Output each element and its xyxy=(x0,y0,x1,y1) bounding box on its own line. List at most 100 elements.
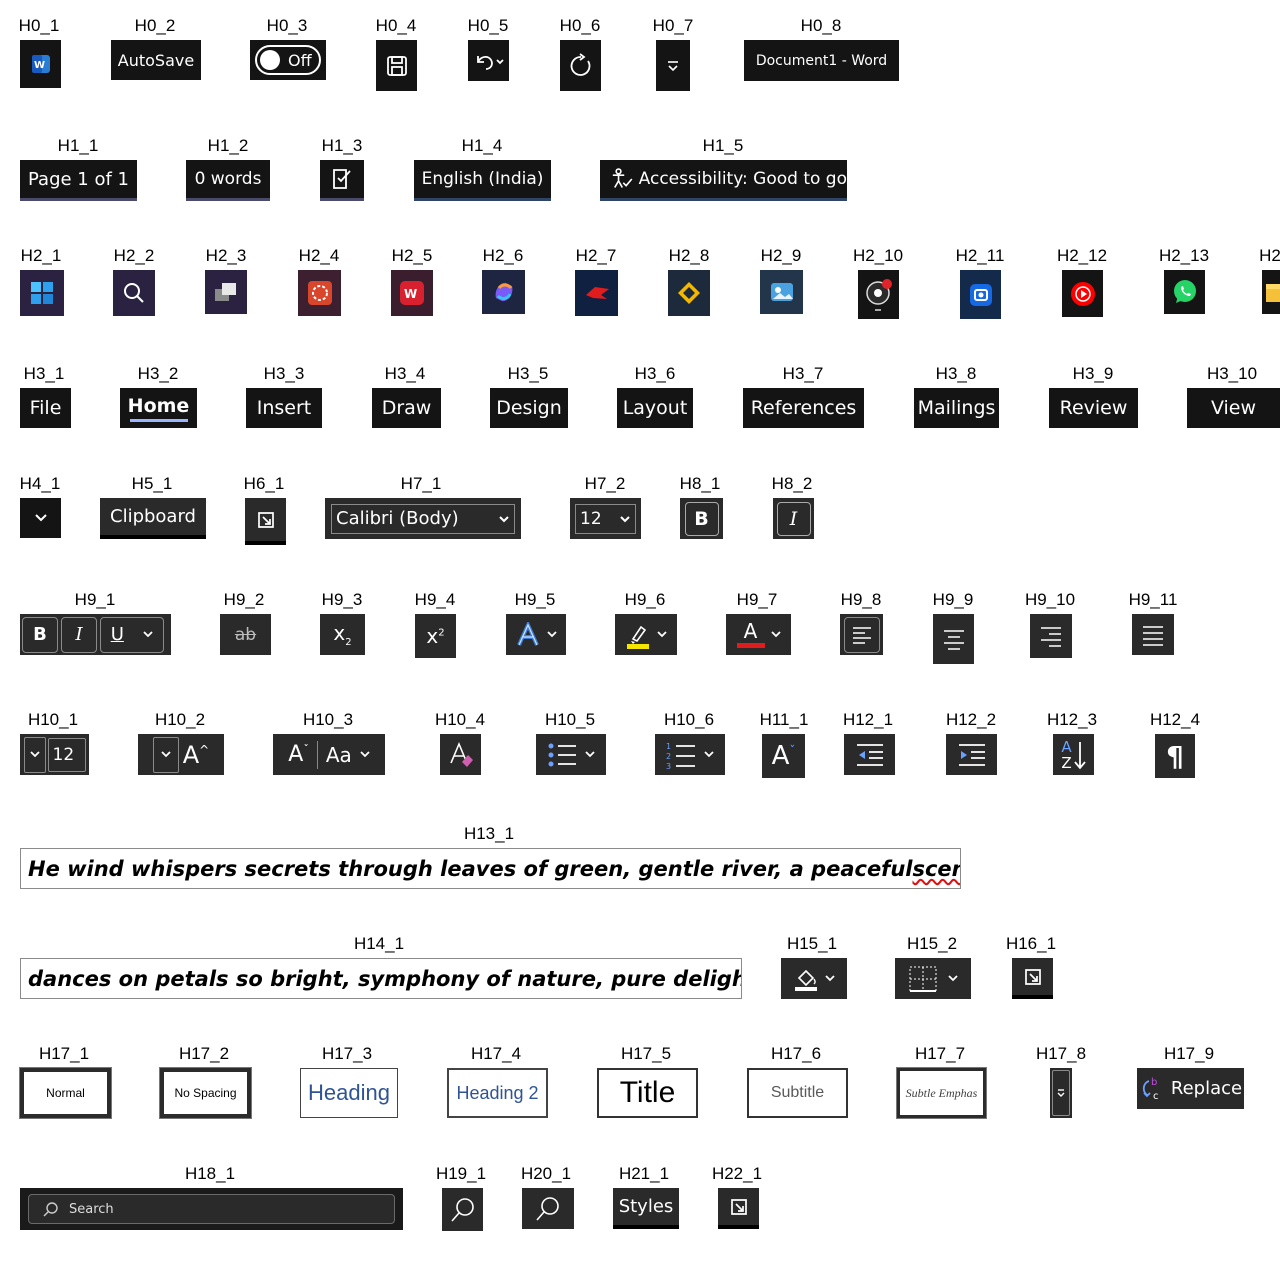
styles-launcher-button[interactable] xyxy=(718,1188,759,1229)
style-subtitle[interactable]: Subtitle xyxy=(747,1068,848,1118)
tab-review[interactable]: Review xyxy=(1049,388,1138,428)
redo-icon[interactable] xyxy=(560,40,601,91)
youtube-music-icon[interactable] xyxy=(1062,270,1103,317)
search-box[interactable]: Search xyxy=(20,1188,403,1230)
caption: H2_7 xyxy=(575,246,617,265)
collapse-ribbon-button[interactable] xyxy=(20,498,61,538)
task-view-icon[interactable] xyxy=(205,270,247,314)
sort-button[interactable]: A Z xyxy=(1053,734,1094,775)
clear-formatting-button[interactable] xyxy=(440,734,481,775)
photos-icon[interactable] xyxy=(760,270,803,314)
page-count[interactable]: Page 1 of 1 xyxy=(20,160,137,201)
styles-more-button[interactable] xyxy=(1050,1068,1072,1118)
decrease-indent-button[interactable] xyxy=(844,734,895,775)
grow-font-group[interactable]: A^ xyxy=(138,734,224,775)
shrink-font-button[interactable]: Aˇ xyxy=(762,734,805,778)
office-icon[interactable]: W xyxy=(391,270,433,316)
windows-start-icon[interactable] xyxy=(20,270,64,316)
undo-icon[interactable] xyxy=(468,40,509,81)
caption: H12_1 xyxy=(842,710,894,729)
strikethrough-button[interactable]: ab xyxy=(220,614,271,655)
app-diamond-icon[interactable] xyxy=(668,270,710,316)
game-icon[interactable] xyxy=(575,270,618,316)
caption: H1_1 xyxy=(57,136,99,155)
show-formatting-button[interactable]: ¶ xyxy=(1155,734,1195,778)
misspelled-word[interactable]: scene.unlight xyxy=(912,856,960,881)
style-no-spacing[interactable]: No Spacing xyxy=(159,1067,252,1119)
clipboard-launcher-button[interactable] xyxy=(245,498,286,545)
font-size-select[interactable]: 12 xyxy=(570,498,641,539)
tab-draw[interactable]: Draw xyxy=(372,388,441,428)
caption: H12_4 xyxy=(1149,710,1201,729)
style-title[interactable]: Title xyxy=(597,1068,698,1118)
font-name-select[interactable]: Calibri (Body) xyxy=(325,498,521,539)
accessibility-status[interactable]: Accessibility: Good to go xyxy=(600,160,847,201)
superscript-button[interactable]: x2 xyxy=(415,614,456,658)
bullets-button[interactable] xyxy=(536,734,606,775)
align-left-icon xyxy=(852,626,871,644)
tab-design[interactable]: Design xyxy=(490,388,568,428)
tab-home[interactable]: Home xyxy=(120,388,197,428)
shading-button[interactable] xyxy=(781,958,847,999)
obs-icon[interactable] xyxy=(858,270,899,319)
document-line-2[interactable]: dances on petals so bright, symphony of … xyxy=(20,958,742,999)
search-icon[interactable] xyxy=(113,270,155,316)
find-small-button[interactable] xyxy=(522,1188,574,1229)
change-case-group[interactable]: Aˇ Aa xyxy=(273,734,385,775)
justify-button[interactable] xyxy=(1132,614,1174,655)
autosave-label: AutoSave xyxy=(111,40,201,80)
style-subtle-emphasis[interactable]: Subtle Emphas xyxy=(896,1067,987,1119)
bold-button[interactable]: B xyxy=(680,498,723,539)
align-left-button[interactable] xyxy=(840,614,883,655)
style-heading[interactable]: Heading xyxy=(300,1068,398,1118)
tab-layout[interactable]: Layout xyxy=(617,388,693,428)
font-size-dropdown[interactable]: 12 xyxy=(20,734,89,775)
document-line-1[interactable]: He wind whispers secrets through leaves … xyxy=(20,848,961,889)
numbered-list-icon: 123 xyxy=(666,742,695,770)
tab-view[interactable]: View xyxy=(1187,388,1280,428)
tab-mailings[interactable]: Mailings xyxy=(914,388,999,428)
italic-button[interactable]: I xyxy=(61,616,97,653)
increase-indent-button[interactable] xyxy=(946,734,997,775)
align-center-icon xyxy=(943,630,964,650)
borders-button[interactable] xyxy=(895,958,971,999)
bold-button[interactable]: B xyxy=(22,616,58,653)
subscript-button[interactable]: x2 xyxy=(320,614,365,655)
paragraph-launcher-button[interactable] xyxy=(1012,958,1053,999)
document-title: Document1 - Word xyxy=(744,40,899,81)
document-text: He wind whispers secrets through leaves … xyxy=(28,856,913,881)
word-app-icon[interactable]: W xyxy=(20,40,61,88)
style-heading-2[interactable]: Heading 2 xyxy=(447,1068,548,1118)
align-center-button[interactable] xyxy=(933,614,974,664)
whatsapp-icon[interactable] xyxy=(1164,270,1205,314)
file-explorer-icon[interactable] xyxy=(1262,270,1280,314)
proofing-icon[interactable] xyxy=(320,160,364,201)
save-icon[interactable] xyxy=(376,40,417,91)
tab-file[interactable]: File xyxy=(20,388,71,428)
find-button[interactable] xyxy=(442,1188,483,1231)
italic-button[interactable]: I xyxy=(773,498,814,539)
caption: H3_7 xyxy=(782,364,824,383)
chevron-down-icon xyxy=(499,515,509,522)
caption: H0_5 xyxy=(467,16,509,35)
customize-toolbar-icon[interactable] xyxy=(656,40,690,91)
screen-capture-icon[interactable] xyxy=(960,270,1001,319)
word-count[interactable]: 0 words xyxy=(186,160,270,201)
language-indicator[interactable]: English (India) xyxy=(414,160,551,201)
align-right-button[interactable] xyxy=(1030,614,1072,658)
caption: H0_1 xyxy=(18,16,60,35)
font-color-button[interactable]: A xyxy=(726,614,791,655)
highlight-color-button[interactable] xyxy=(615,614,677,655)
tab-references[interactable]: References xyxy=(743,388,864,428)
font-name-value: Calibri (Body) xyxy=(336,508,459,529)
style-normal[interactable]: Normal xyxy=(19,1067,112,1119)
autosave-toggle[interactable]: Off xyxy=(250,40,326,80)
app-red-icon[interactable] xyxy=(298,270,341,316)
text-effects-button[interactable] xyxy=(506,614,566,655)
search-input[interactable]: Search xyxy=(69,1201,114,1217)
tab-insert[interactable]: Insert xyxy=(246,388,322,428)
copilot-icon[interactable] xyxy=(482,270,525,314)
underline-button[interactable]: U xyxy=(100,616,164,653)
